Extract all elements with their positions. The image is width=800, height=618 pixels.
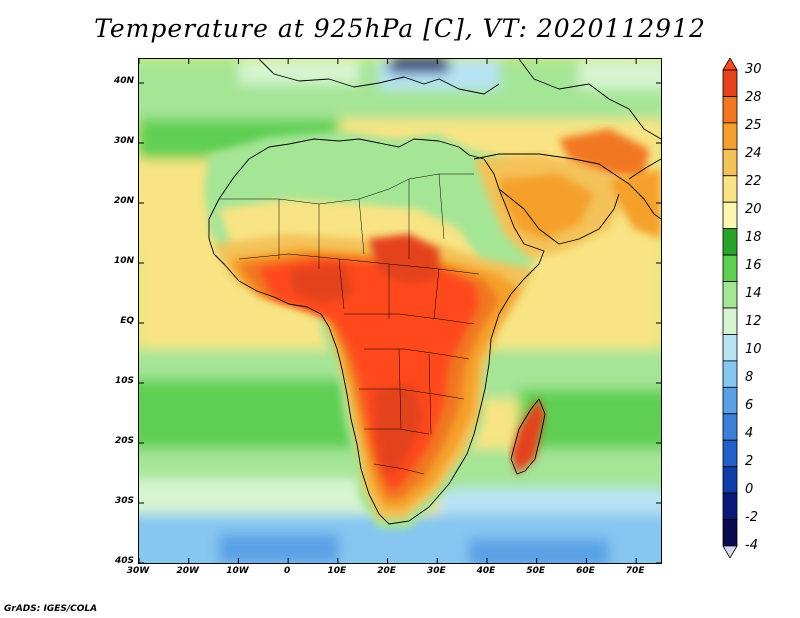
lon-label: 30E: [426, 566, 446, 576]
colorbar-level-label: 30: [745, 62, 762, 77]
frame-ticks: [139, 59, 661, 563]
colorbar-segment: [722, 439, 738, 468]
lat-label: 40N: [113, 76, 134, 86]
lat-label: 20N: [113, 196, 134, 206]
colorbar-level-label: 24: [745, 146, 762, 161]
colorbar-level-label: 10: [745, 342, 762, 357]
lat-label: EQ: [120, 316, 134, 326]
colorbar-level-label: 4: [745, 426, 754, 441]
colorbar-level-label: 14: [745, 286, 762, 301]
lat-label: 30S: [114, 496, 134, 506]
map-title: Temperature at 925hPa [C], VT: 202011291…: [94, 14, 706, 43]
colorbar-level-label: 28: [745, 90, 762, 105]
colorbar-segment: [722, 360, 738, 388]
colorbar-segment: [722, 69, 738, 97]
colorbar-level-label: 16: [745, 258, 762, 273]
colorbar-segment: [722, 96, 738, 124]
lon-label: 40E: [476, 566, 496, 576]
colorbar-level-label: 18: [745, 230, 762, 245]
lat-label: 20S: [114, 436, 134, 446]
credit-label: GrADS: IGES/COLA: [4, 604, 98, 614]
lon-label: 20E: [377, 566, 396, 576]
lon-label: 10E: [327, 566, 347, 576]
colorbar-segment: [722, 228, 738, 256]
lat-label: 10N: [113, 256, 134, 266]
colorbar-level-label: 25: [745, 118, 762, 133]
colorbar-level-label: 22: [745, 174, 762, 189]
colorbar-segment: [722, 281, 738, 309]
africa-landmass: [204, 129, 661, 529]
lon-label: 10W: [226, 566, 249, 576]
colorbar-level-label: 20: [745, 202, 762, 217]
colorbar-segment: [722, 175, 738, 203]
colorbar-level-label: 12: [745, 314, 762, 329]
colorbar-level-label: -2: [745, 510, 758, 525]
colorbar-segment: [722, 254, 738, 282]
colorbar-level-label: 6: [745, 398, 754, 413]
lat-label: 30N: [113, 136, 134, 146]
lon-label: 60E: [576, 566, 595, 576]
colorbar-level-label: 0: [745, 482, 754, 497]
colorbar-segment: [722, 122, 738, 150]
lon-label: 50E: [526, 566, 546, 576]
colorbar-segment: [722, 413, 738, 441]
lon-label: 0: [284, 566, 291, 576]
colorbar-segment: [722, 492, 738, 520]
lat-label: 10S: [114, 376, 134, 386]
colorbar-level-label: 8: [745, 370, 754, 385]
coastline-outline: [208, 59, 661, 525]
colorbar-segment: [722, 386, 738, 415]
colorbar-max-triangle: [722, 58, 738, 71]
colorbar-segment: [722, 334, 738, 362]
colorbar-segment: [722, 201, 738, 230]
colorbar-segment: [722, 148, 738, 177]
lon-label: 30W: [126, 566, 150, 576]
colorbar-segment: [722, 466, 738, 494]
temperature-map: [138, 58, 662, 564]
lon-label: 20W: [176, 566, 199, 576]
colorbar-segment: [722, 519, 738, 547]
colorbar-min-triangle: [722, 545, 738, 558]
colorbar-level-label: 2: [745, 454, 754, 469]
colorbar: [722, 58, 738, 558]
lon-label: 70E: [625, 566, 645, 576]
country-borders: [219, 173, 480, 475]
lat-label: 40S: [114, 556, 134, 566]
colorbar-level-label: -4: [745, 538, 758, 553]
colorbar-segment: [722, 307, 738, 335]
